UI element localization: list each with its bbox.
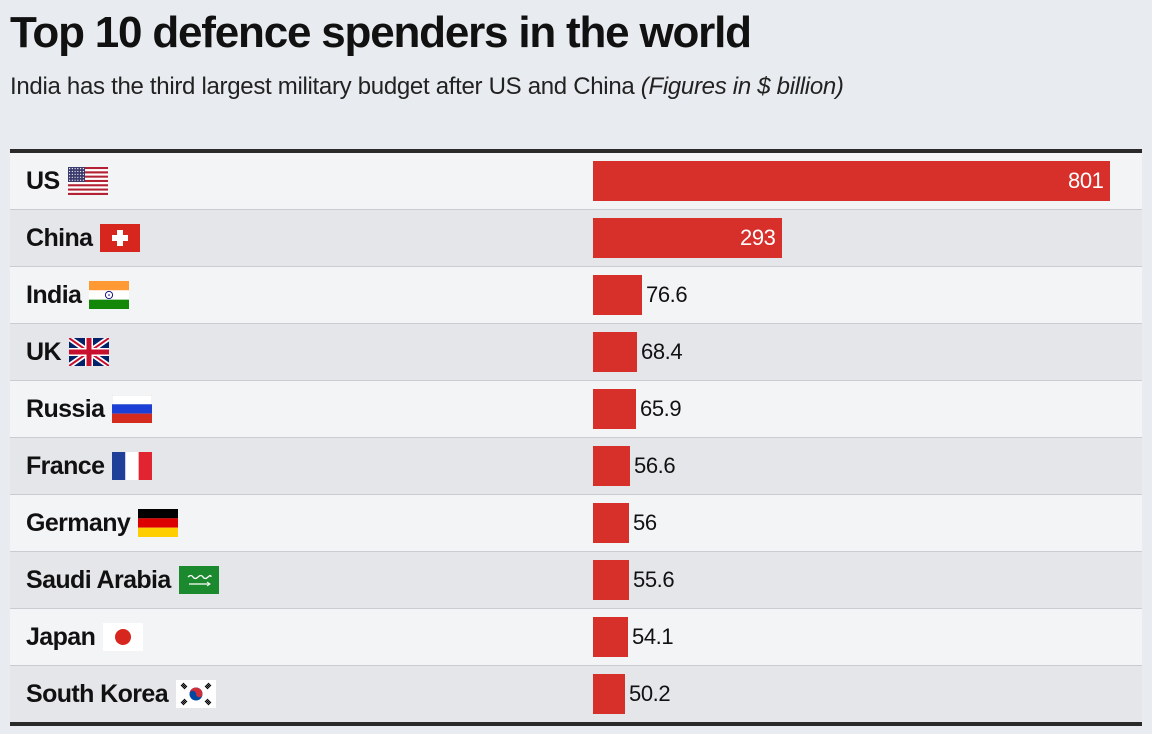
country-label: US [26, 153, 108, 209]
country-label: South Korea [26, 666, 217, 722]
value-label: 801 [1068, 168, 1104, 193]
country-label: Germany [26, 495, 179, 551]
bar [593, 503, 629, 543]
bar [593, 218, 782, 258]
russia-flag-icon [112, 394, 153, 423]
country-name: US [26, 166, 60, 195]
country-name: South Korea [26, 679, 169, 708]
value-label: 65.9 [640, 396, 682, 421]
table-row: Japan 54.1 [10, 608, 1142, 665]
value-label: 50.2 [629, 681, 671, 706]
table-row: UK 68.4 [10, 323, 1142, 380]
bar [593, 161, 1110, 201]
value-label: 55.6 [633, 567, 675, 592]
chart-table: US 801 China 293 India 76.6 UK 68.4 Russia 65.9 Fr… [10, 149, 1142, 726]
chart-title: Top 10 defence spenders in the world [10, 8, 752, 57]
country-label: China [26, 210, 141, 266]
table-row: Germany 56 [10, 494, 1142, 551]
country-name: Saudi Arabia [26, 565, 171, 594]
japan-flag-icon [103, 623, 144, 651]
country-name: India [26, 280, 82, 309]
france-flag-icon [112, 452, 153, 480]
saudi-arabia-flag-icon [178, 566, 219, 594]
uk-flag-icon [67, 335, 111, 369]
subtitle-note: (Figures in $ billion) [640, 73, 844, 100]
table-row: US 801 [10, 153, 1142, 209]
table-row: France 56.6 [10, 437, 1142, 494]
country-label: India [26, 267, 130, 323]
country-label: Russia [26, 381, 153, 437]
country-name: Russia [26, 394, 105, 423]
china-flag-icon [100, 224, 141, 252]
bar [593, 560, 629, 600]
table-row: China 293 [10, 209, 1142, 266]
country-label: UK [26, 324, 111, 380]
country-name: China [26, 223, 93, 252]
bar [593, 674, 625, 714]
bar [593, 332, 637, 372]
value-label: 76.6 [646, 282, 688, 307]
country-label: France [26, 438, 153, 494]
germany-flag-icon [138, 509, 179, 537]
country-name: France [26, 451, 105, 480]
india-flag-icon [89, 281, 130, 309]
bar [593, 389, 636, 429]
bar [593, 446, 630, 486]
table-row: Saudi Arabia 55.6 [10, 551, 1142, 608]
south-korea-flag-icon [176, 680, 217, 708]
bar [593, 275, 642, 315]
value-label: 56 [633, 510, 657, 535]
subtitle-text: India has the third largest military bud… [10, 73, 635, 100]
country-name: Germany [26, 508, 131, 537]
value-label: 56.6 [634, 453, 676, 478]
table-row: South Korea 50.2 [10, 665, 1142, 722]
country-name: UK [26, 337, 62, 366]
value-label: 54.1 [632, 624, 674, 649]
chart-subtitle: India has the third largest military bud… [10, 73, 844, 101]
bar [593, 617, 628, 657]
country-label: Saudi Arabia [26, 552, 219, 608]
value-label: 293 [740, 225, 776, 250]
country-label: Japan [26, 609, 144, 665]
value-label: 68.4 [641, 339, 683, 364]
table-row: Russia 65.9 [10, 380, 1142, 437]
us-flag-icon [67, 167, 108, 196]
country-name: Japan [26, 622, 96, 651]
table-row: India 76.6 [10, 266, 1142, 323]
